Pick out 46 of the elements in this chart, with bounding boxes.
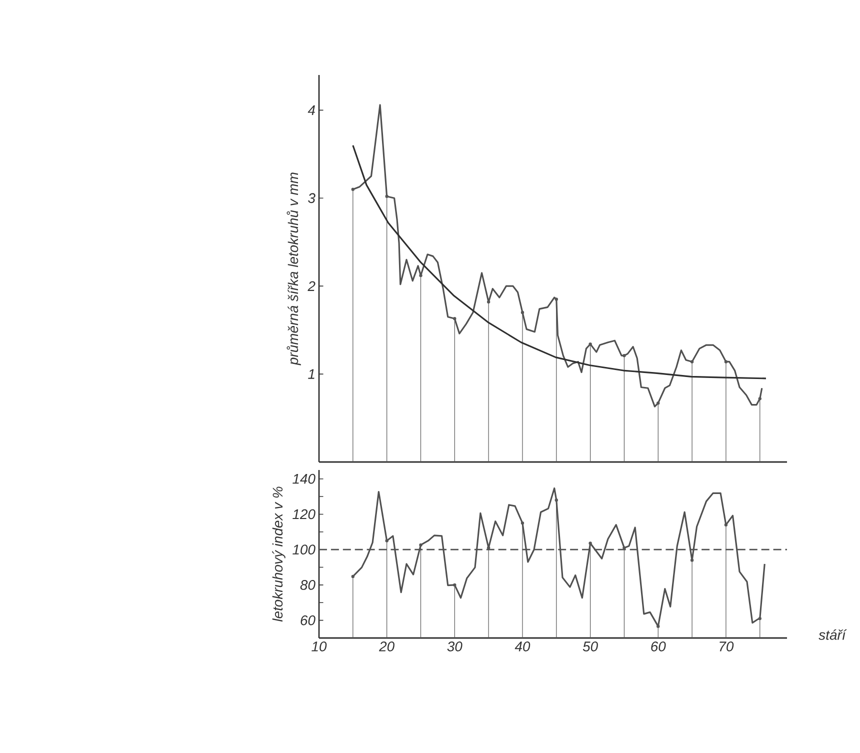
point [690,360,694,364]
x-tick-label: 20 [378,642,394,652]
point [385,194,388,198]
point [724,360,728,364]
line-series [352,144,767,380]
point [554,498,558,502]
point [385,539,388,542]
point [588,542,592,545]
y-tick-label: 60 [300,615,316,626]
x-tick-label: 10 [312,642,327,652]
point [758,616,762,620]
x-axis-title: stáří [818,629,847,640]
point [588,342,592,346]
point [724,523,728,526]
y-tick-label: 4 [308,105,315,115]
y-tick-label: 3 [308,193,316,204]
x-tick-label: 40 [514,642,530,652]
point [351,188,355,191]
y-tick-label: 140 [292,474,316,484]
point [486,546,490,550]
x-tick-label: 70 [720,642,734,652]
y-axis-title: letokruhový index v % [272,486,286,622]
point [419,274,422,278]
point [453,583,456,587]
y-tick-label: 120 [292,509,316,520]
x-tick-label: 30 [447,642,462,652]
point [351,574,355,578]
point [690,558,694,562]
point [656,401,660,405]
point [486,300,490,304]
point [520,521,524,525]
y-axis-title: průměrná šířka letokruhů v mm [286,172,301,366]
point [656,624,660,628]
y-tick-label: 2 [308,281,316,291]
point [622,354,626,358]
x-tick-label: 50 [582,642,598,652]
point [419,543,422,547]
point [758,397,762,400]
point [453,317,456,320]
y-tick-label: 80 [300,580,316,590]
y-tick-label: 1 [308,369,314,379]
point [554,298,558,301]
point [622,546,626,550]
y-tick-label: 100 [292,544,316,555]
point [520,310,524,314]
x-tick-label: 60 [651,642,666,652]
